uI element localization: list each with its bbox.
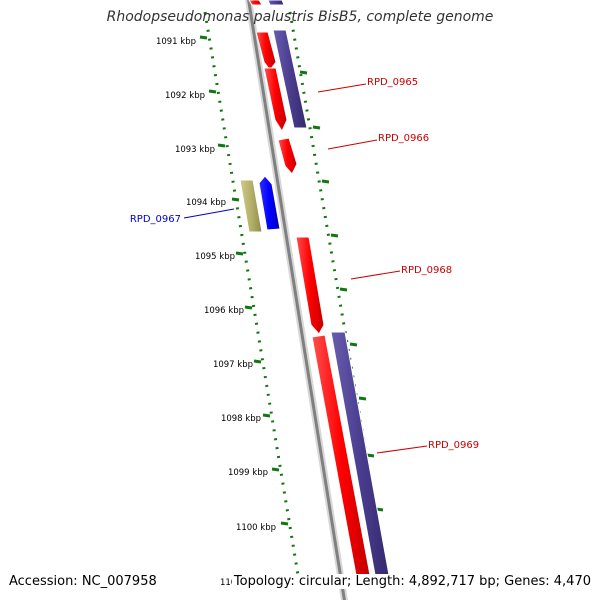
tick-label: 1091 kbp [156,37,196,47]
cds-feature[interactable] [255,31,277,71]
gene-label-rpd-0966[interactable]: RPD_0966 [378,133,429,144]
callout-line-rpd-0968 [350,270,401,280]
gene-label-rpd-0968[interactable]: RPD_0968 [401,265,452,276]
ruler-left [203,11,300,576]
cds-feature[interactable] [248,0,263,6]
tick-label: 1097 kbp [213,360,253,370]
backbone-line-core [247,0,347,604]
tick-label: 1092 kbp [165,91,205,101]
tick-label: 1095 kbp [195,252,235,262]
gene-bar[interactable] [267,0,285,6]
tick-marks [199,35,384,526]
callout-line-rpd-0969 [376,445,428,454]
gene-bar-rpd-0965[interactable] [272,29,308,129]
tick-label: 1100 kbp [236,523,276,533]
callout-line-rpd-0966 [327,139,378,150]
gene-bar-rpd-0967[interactable] [239,179,263,233]
tick-label: 1093 kbp [175,145,215,155]
tick-label: 1094 kbp [186,198,226,208]
tick-label: 1098 kbp [221,414,261,424]
page-title: Rhodopseudomonas palustris BisB5, comple… [106,9,494,25]
cds-feature-rpd-0966[interactable] [277,137,298,175]
callout-line-rpd-0965 [317,83,367,93]
topology-text: Topology: circular; Length: 4,892,717 bp… [231,574,591,589]
gene-label-rpd-0969[interactable]: RPD_0969 [428,440,479,451]
accession-text: Accession: NC_007958 [9,574,157,589]
gene-label-rpd-0967[interactable]: RPD_0967 [130,214,181,225]
cds-feature-rpd-0968[interactable] [295,236,325,335]
callout-line-rpd-0967 [183,208,235,219]
tick-label: 1096 kbp [204,306,244,316]
cds-feature-rpd-0967[interactable] [258,175,281,231]
gene-label-rpd-0965[interactable]: RPD_0965 [367,77,418,88]
tick-label: 1099 kbp [228,468,268,478]
cds-feature-rpd-0965[interactable] [263,67,288,133]
